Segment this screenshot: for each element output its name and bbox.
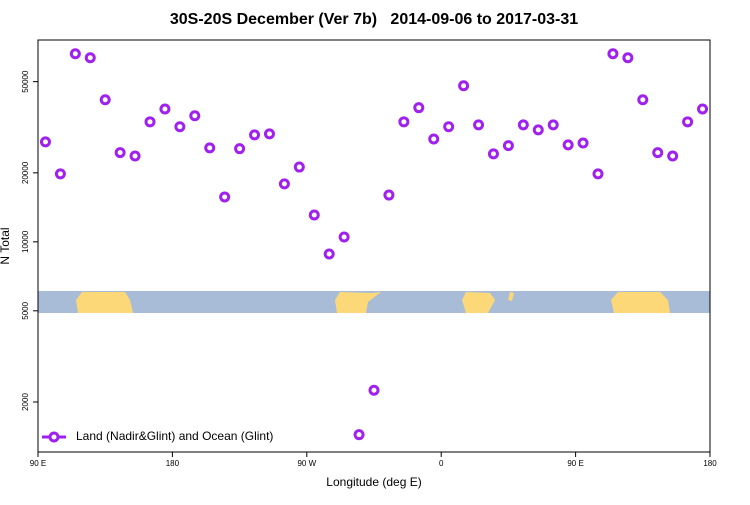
plot-frame <box>37 39 711 453</box>
point <box>219 191 231 203</box>
x-tick-label: 90 W <box>297 459 316 468</box>
point <box>637 94 649 106</box>
point <box>398 116 410 128</box>
point <box>562 139 574 151</box>
point <box>517 119 529 131</box>
point <box>458 80 470 92</box>
point <box>502 140 514 152</box>
map-strip <box>38 291 710 313</box>
point <box>547 119 559 131</box>
point <box>263 128 275 140</box>
point <box>249 129 261 141</box>
x-tick-label: 90 E <box>567 459 583 468</box>
point <box>577 137 589 149</box>
x-tick-label: 180 <box>703 459 717 468</box>
point <box>592 168 604 180</box>
y-tick-label: 10000 <box>21 230 30 253</box>
point <box>159 103 171 115</box>
y-tick-label: 2000 <box>21 393 30 411</box>
point <box>54 168 66 180</box>
point <box>99 94 111 106</box>
x-axis-label: Longitude (deg E) <box>326 475 421 489</box>
point <box>682 116 694 128</box>
x-tick-label: 180 <box>166 459 180 468</box>
point <box>338 231 350 243</box>
point <box>39 136 51 148</box>
chart-title: 30S-20S December (Ver 7b) 2014-09-06 to … <box>170 11 578 28</box>
y-tick-label: 5000 <box>21 301 30 319</box>
point <box>114 147 126 159</box>
point <box>323 248 335 260</box>
y-axis-label: N Total <box>0 227 12 264</box>
point <box>607 48 619 60</box>
point <box>368 384 380 396</box>
point <box>428 133 440 145</box>
x-tick-label: 90 E <box>30 459 46 468</box>
point <box>473 119 485 131</box>
point <box>144 116 156 128</box>
point <box>652 147 664 159</box>
point <box>174 121 186 133</box>
point <box>383 189 395 201</box>
point <box>697 103 709 115</box>
point <box>69 48 81 60</box>
point <box>532 124 544 136</box>
point <box>487 148 499 160</box>
point <box>353 429 365 441</box>
x-tick-label: 0 <box>439 459 444 468</box>
point <box>129 150 141 162</box>
point <box>308 209 320 221</box>
y-tick-label: 50000 <box>21 70 30 93</box>
point <box>84 52 96 64</box>
y-tick-label: 20000 <box>21 161 30 184</box>
legend-label: Land (Nadir&Glint) and Ocean (Glint) <box>76 429 273 443</box>
point <box>234 143 246 155</box>
point <box>189 110 201 122</box>
point <box>443 121 455 133</box>
point <box>204 142 216 154</box>
point <box>278 178 290 190</box>
legend-marker <box>48 431 60 443</box>
point <box>622 52 634 64</box>
point <box>413 102 425 114</box>
point <box>667 150 679 162</box>
point <box>293 161 305 173</box>
